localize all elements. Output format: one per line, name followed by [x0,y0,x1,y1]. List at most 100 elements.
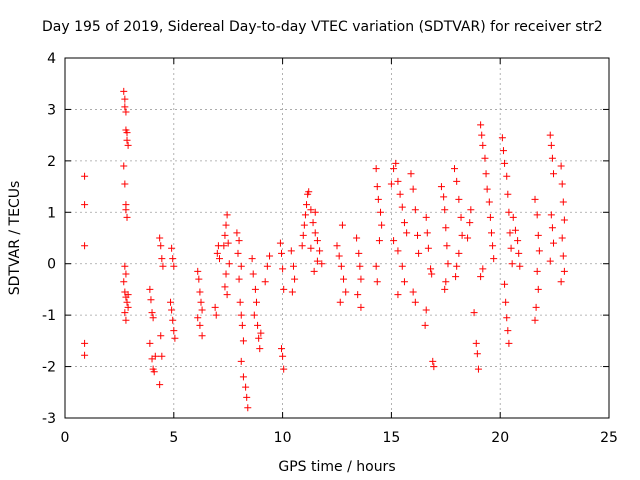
data-point [124,291,132,299]
data-point [311,229,319,237]
data-point [303,201,311,209]
data-point [124,141,132,149]
x-tick-label: 10 [274,430,292,446]
grid [65,58,609,418]
data-point [221,231,229,239]
data-point [147,296,155,304]
data-point [422,213,430,221]
data-point [411,298,419,306]
data-point [156,234,164,242]
data-point [504,190,512,198]
data-point [242,383,250,391]
data-point [256,345,264,353]
data-point [531,195,539,203]
data-point [440,193,448,201]
data-point [123,298,131,306]
data-point [487,229,495,237]
data-point [546,131,554,139]
data-point [276,239,284,247]
data-point [548,154,556,162]
data-point [248,255,256,263]
data-point [121,180,129,188]
data-point [531,316,539,324]
data-point [333,242,341,250]
data-point [194,314,202,322]
data-point [407,170,415,178]
data-point [169,255,177,263]
data-point [375,237,383,245]
y-axis-label: SDTVAR / TECUs [7,181,23,296]
data-point [215,255,223,263]
data-point [534,231,542,239]
data-point [121,103,129,111]
x-tick-label: 25 [600,430,618,446]
data-point [243,393,251,401]
data-point [120,278,128,286]
data-point [280,365,288,373]
data-point [169,316,177,324]
data-point [237,262,245,270]
data-point [237,357,245,365]
data-point [298,242,306,250]
data-point [291,275,299,283]
data-point [146,285,154,293]
data-point [305,188,313,196]
data-point [337,262,345,270]
data-point [120,87,128,95]
data-point [533,211,541,219]
data-point [198,306,206,314]
data-point [261,278,269,286]
y-tick-label: 4 [47,51,56,67]
data-point [547,211,555,219]
data-point [266,252,274,260]
data-point [453,177,461,185]
data-point [146,339,154,347]
data-point [122,316,130,324]
data-point [311,208,319,216]
data-point [479,265,487,273]
points-layer [81,87,568,412]
data-point [429,357,437,365]
data-point [477,273,485,281]
data-point [557,162,565,170]
data-point [151,352,159,360]
data-point [516,262,524,270]
data-point [451,165,459,173]
data-point [168,306,176,314]
data-point [123,213,131,221]
data-point [254,321,262,329]
data-point [442,278,450,286]
data-point [455,249,463,257]
data-point [233,229,241,237]
data-point [378,221,386,229]
data-point [289,262,297,270]
data-point [211,303,219,311]
data-point [473,350,481,358]
data-point [224,239,232,247]
data-point [430,363,438,371]
data-point [225,260,233,268]
data-point [443,242,451,250]
data-point [309,219,317,227]
data-point [234,249,242,257]
data-point [149,314,157,322]
data-point [502,298,510,306]
y-tick-label: 1 [47,205,56,221]
data-point [373,278,381,286]
data-point [279,265,287,273]
data-point [423,229,431,237]
y-tick-label: -3 [42,411,56,427]
data-point [148,309,156,317]
data-point [482,170,490,178]
data-point [422,306,430,314]
data-point [249,270,257,278]
data-point [278,249,286,257]
data-point [479,141,487,149]
data-point [244,404,252,412]
y-tick-label: -1 [42,308,56,324]
data-point [485,198,493,206]
data-point [558,180,566,188]
plot-frame [64,57,610,419]
data-point [373,183,381,191]
x-tick-label: 0 [61,430,70,446]
